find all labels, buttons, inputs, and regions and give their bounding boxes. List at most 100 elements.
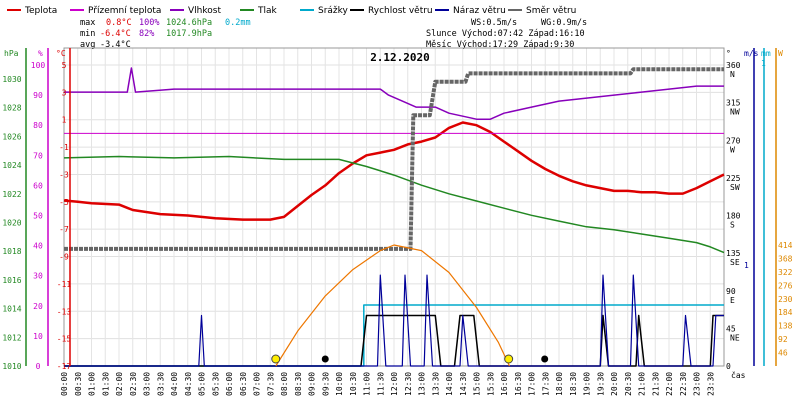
tick-label-dir: 315: [726, 99, 741, 108]
tick-label-x: 11:30: [376, 372, 385, 396]
tick-label-ms: 1: [744, 261, 749, 270]
tick-label-w: 92: [778, 335, 788, 344]
x-axis: 00:00 00:30 01:00 01:30 02:00 02:30 03:00 03:30…: [60, 370, 746, 396]
tick-label-hpa: 1030: [2, 75, 21, 84]
tick-label-mm: 1: [761, 59, 766, 68]
tick-label-temp: -1: [59, 143, 69, 152]
tick-label-x: 07:00: [253, 372, 262, 396]
tick-label-x: 16:00: [500, 372, 509, 396]
tick-label-x: 21:00: [638, 372, 647, 396]
stat-wg: WG:0.9m/s: [541, 18, 587, 28]
stat-min-press: 1017.9hPa: [166, 29, 212, 39]
tick-label-dir: 180: [726, 212, 741, 221]
axes: hPa% °C1030102810261024102210201018101610…: [2, 48, 793, 371]
tick-label-x: 08:00: [280, 372, 289, 396]
tick-label-dir: 360: [726, 61, 741, 70]
tick-label-pct: 10: [33, 332, 43, 341]
chart-title: 2.12.2020: [370, 51, 430, 64]
tick-label-w: 230: [778, 295, 793, 304]
tick-label-x: 14:00: [445, 372, 454, 396]
tick-label-x: 00:30: [74, 372, 83, 396]
moonrise-marker: [541, 355, 549, 363]
tick-label-temp: -11: [57, 280, 72, 289]
axis-title-hpa: hPa: [4, 49, 19, 58]
legend-item-prizemni_teplota: Přízemní teplota: [70, 6, 161, 16]
legend-label: Srážky: [318, 6, 349, 16]
tick-label-dir: 45: [726, 324, 736, 333]
legend-item-tlak: Tlak: [240, 6, 278, 16]
tick-label-dir: 270: [726, 136, 741, 145]
series-vlhkost: [64, 67, 724, 120]
tick-label-compass: W: [730, 145, 735, 154]
tick-label-x: 05:30: [211, 372, 220, 396]
tick-label-x: 03:30: [156, 372, 165, 396]
series-teplota: [63, 121, 725, 221]
legend-label: Směr větru: [526, 6, 576, 16]
tick-label-dir: 135: [726, 249, 741, 258]
tick-label-hpa: 1022: [2, 190, 21, 199]
tick-label-x: 16:30: [514, 372, 523, 396]
tick-label-x: 01:30: [101, 372, 110, 396]
legend-label: Vlhkost: [188, 6, 221, 16]
stat-min-hum: 82%: [139, 29, 154, 39]
tick-label-x: 13:00: [418, 372, 427, 396]
legend-label: Přízemní teplota: [88, 6, 161, 16]
legend: Teplota Přízemní teplota Vlhkost Tlak Srážky…: [7, 6, 576, 16]
tick-label-pct: 70: [33, 151, 43, 160]
tick-label-pct: 60: [33, 181, 43, 190]
series-naraz_vetru: [64, 274, 724, 367]
tick-label-x: 20:30: [624, 372, 633, 396]
tick-label-pct: 50: [33, 212, 43, 221]
stat-avg-label: avg: [80, 40, 95, 50]
legend-label: Tlak: [257, 6, 278, 16]
tick-label-x: 02:30: [129, 372, 138, 396]
tick-label-compass: S: [730, 221, 735, 230]
tick-label-hpa: 1018: [2, 247, 21, 256]
tick-label-dir: 0: [726, 362, 731, 371]
tick-label-x: 21:30: [651, 372, 660, 396]
stat-max-press: 1024.6hPa: [166, 18, 212, 28]
tick-label-hpa: 1010: [2, 362, 21, 371]
legend-label: Teplota: [24, 6, 57, 16]
legend-label: Náraz větru: [453, 6, 506, 16]
tick-label-x: 22:30: [679, 372, 688, 396]
tick-label-x: 23:00: [693, 372, 702, 396]
tick-label-x: 19:00: [583, 372, 592, 396]
tick-label-x: 22:00: [665, 372, 674, 396]
tick-label-x: 05:00: [198, 372, 207, 396]
stat-avg-temp: -3.4°C: [100, 40, 131, 50]
tick-label-w: 46: [778, 349, 788, 358]
tick-label-hpa: 1014: [2, 305, 21, 314]
tick-label-x: 20:00: [610, 372, 619, 396]
tick-label-x: 14:30: [459, 372, 468, 396]
tick-label-x: 04:00: [170, 372, 179, 396]
tick-label-pct: 100: [31, 61, 46, 70]
tick-label-w: 184: [778, 308, 793, 317]
tick-label-temp: 1: [62, 116, 67, 125]
tick-label-compass: NE: [730, 333, 740, 342]
tick-label-w: 322: [778, 268, 793, 277]
tick-label-x: 02:00: [115, 372, 124, 396]
tick-label-hpa: 1012: [2, 333, 21, 342]
plot-area: [63, 47, 725, 367]
tick-label-x: 10:30: [349, 372, 358, 396]
tick-label-x: 15:00: [473, 372, 482, 396]
tick-label-temp: -9: [59, 253, 69, 262]
tick-label-compass: N: [730, 70, 735, 79]
tick-label-x: 09:00: [308, 372, 317, 396]
legend-item-vlhkost: Vlhkost: [170, 6, 221, 16]
tick-label-x: 12:00: [390, 372, 399, 396]
tick-label-pct: 30: [33, 272, 43, 281]
axis-title-dir: °: [726, 49, 731, 58]
series-tlak: [63, 155, 725, 254]
tick-label-pct: 80: [33, 121, 43, 130]
sunrise-marker: [271, 354, 281, 364]
tick-label-temp: 3: [62, 88, 67, 97]
tick-label-hpa: 1026: [2, 132, 21, 141]
tick-label-temp: -15: [57, 335, 72, 344]
tick-label-x: 11:00: [363, 372, 372, 396]
series-smer_vetru: [64, 67, 724, 251]
tick-label-x: 08:30: [294, 372, 303, 396]
